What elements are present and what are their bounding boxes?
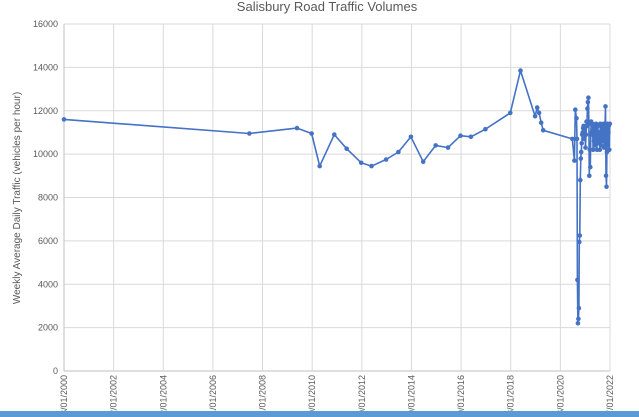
y-tick-label: 12000 [33, 106, 58, 116]
data-point [572, 158, 577, 163]
data-point [598, 130, 604, 135]
data-point [603, 173, 609, 179]
data-point [570, 136, 575, 142]
data-point [578, 177, 583, 183]
data-point [358, 160, 364, 166]
x-tick-label: 10/01/2012 [357, 375, 367, 417]
series-line [63, 69, 611, 325]
data-point [575, 321, 581, 326]
series-group [61, 68, 613, 326]
data-point [597, 147, 603, 153]
data-point [586, 95, 591, 100]
data-point [518, 68, 523, 73]
data-point [61, 117, 67, 122]
x-tick-label: 9/01/2014 [406, 375, 416, 415]
x-tick-label: 8/01/2020 [555, 375, 565, 415]
data-point [538, 120, 544, 125]
data-point [309, 131, 314, 136]
data-point [344, 146, 350, 151]
data-point [600, 138, 606, 144]
data-point [445, 145, 451, 150]
x-tick-label: 7/01/2022 [605, 375, 615, 415]
data-point [540, 128, 546, 133]
y-axis-label: Weekly Average Daily Traffic (vehicles p… [12, 92, 23, 304]
data-point [396, 149, 401, 155]
data-point [573, 107, 578, 112]
data-point [579, 141, 584, 146]
y-tick-label: 2000 [38, 323, 58, 333]
data-point [599, 134, 605, 140]
data-point [585, 99, 591, 105]
data-point [420, 159, 426, 164]
data-point [508, 110, 513, 116]
y-tick-label: 0 [53, 366, 58, 376]
x-tick-label: 12/01/2002 [109, 375, 119, 417]
x-tick-label: 12/01/2004 [158, 375, 168, 417]
x-tick-label: 8/01/2018 [506, 375, 516, 415]
data-point [596, 134, 602, 140]
x-tick-label: 10/01/2010 [307, 375, 317, 417]
x-tick-label: 9/01/2016 [456, 375, 466, 415]
data-point [574, 136, 580, 142]
data-point [433, 143, 439, 148]
data-point [578, 156, 584, 161]
data-point [575, 277, 580, 283]
y-tick-label: 4000 [38, 279, 58, 289]
data-point [606, 130, 611, 135]
data-point [577, 233, 583, 238]
data-point [578, 149, 584, 155]
chart-title: Salisbury Road Traffic Volumes [237, 0, 418, 14]
data-point [583, 132, 589, 137]
data-point [294, 125, 300, 131]
data-point [577, 239, 582, 245]
data-point [587, 147, 593, 153]
data-point [383, 157, 389, 162]
y-tick-label: 8000 [38, 193, 58, 203]
x-tick-label: 13/01/2000 [59, 375, 69, 417]
x-tick-label: 11/01/2008 [258, 375, 268, 417]
data-point [602, 125, 608, 131]
data-point [458, 133, 463, 138]
data-point [247, 131, 252, 136]
y-tick-label: 10000 [33, 149, 58, 159]
data-point [587, 173, 592, 179]
data-point [468, 134, 474, 140]
data-point [534, 105, 540, 110]
data-point [607, 147, 612, 153]
y-tick-labels: 0 2000 4000 6000 8000 10000 12000 14000 16000 [33, 19, 58, 376]
data-point [332, 132, 337, 137]
data-point [576, 316, 581, 322]
data-point [585, 106, 590, 111]
data-point [590, 147, 596, 153]
data-point [601, 121, 606, 127]
data-point [532, 113, 538, 119]
x-tick-labels: 13/01/2000 12/01/2002 12/01/2004 11/01/2006… [59, 375, 615, 417]
data-point [317, 163, 323, 169]
data-point [369, 163, 374, 169]
data-point [536, 110, 542, 116]
data-point [588, 164, 593, 170]
data-point [603, 104, 608, 109]
bottom-edge-bar [0, 411, 639, 417]
y-tick-label: 16000 [33, 19, 58, 29]
data-point [592, 143, 598, 148]
data-point [605, 143, 611, 148]
data-point [593, 130, 598, 135]
data-point [601, 145, 607, 150]
data-point [607, 121, 613, 127]
data-point [576, 305, 582, 311]
y-tick-label: 6000 [38, 236, 58, 246]
y-tick-label: 14000 [33, 62, 58, 72]
data-point [408, 134, 414, 140]
data-point [602, 130, 607, 135]
data-point [583, 145, 588, 150]
data-point [581, 136, 587, 142]
data-point [604, 184, 609, 189]
grid [63, 23, 611, 372]
x-tick-label: 11/01/2006 [208, 375, 218, 417]
data-point [483, 126, 488, 132]
data-point [574, 116, 579, 121]
